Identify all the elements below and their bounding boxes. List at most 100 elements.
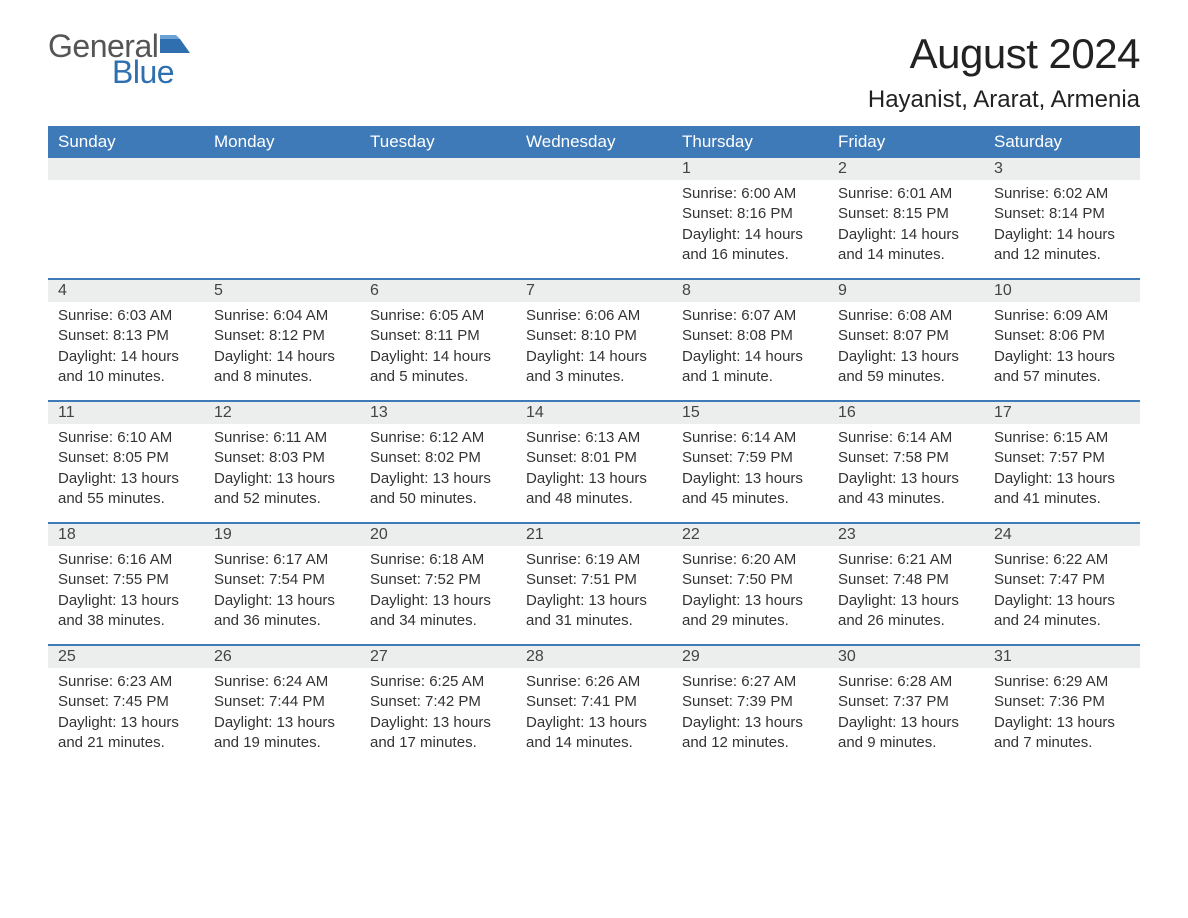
day-cell: 4Sunrise: 6:03 AMSunset: 8:13 PMDaylight… bbox=[48, 280, 204, 400]
day-cell: 24Sunrise: 6:22 AMSunset: 7:47 PMDayligh… bbox=[984, 524, 1140, 644]
day-number: 30 bbox=[828, 646, 984, 668]
field-value: 6:10 AM bbox=[117, 429, 172, 446]
field-value: 6:04 AM bbox=[273, 307, 328, 324]
field-value: 6:15 AM bbox=[1053, 429, 1108, 446]
field-label: Sunrise: bbox=[58, 307, 117, 324]
field-value: 6:11 AM bbox=[273, 429, 327, 446]
day-number: 20 bbox=[360, 524, 516, 546]
field-label: Sunrise: bbox=[58, 551, 117, 568]
field-label: Sunset: bbox=[994, 449, 1049, 466]
day-number bbox=[204, 158, 360, 180]
field-label: Sunrise: bbox=[994, 185, 1053, 202]
day-number: 29 bbox=[672, 646, 828, 668]
field-label: Daylight: bbox=[994, 714, 1057, 731]
field-value: 6:00 AM bbox=[741, 185, 796, 202]
weekday-header: Monday bbox=[204, 126, 360, 158]
week-row: 25Sunrise: 6:23 AMSunset: 7:45 PMDayligh… bbox=[48, 644, 1140, 766]
field-value: 7:42 PM bbox=[425, 693, 481, 710]
field-value: 8:13 PM bbox=[113, 327, 169, 344]
weekday-header: Saturday bbox=[984, 126, 1140, 158]
field-label: Sunrise: bbox=[214, 673, 273, 690]
field-value: 6:21 AM bbox=[897, 551, 952, 568]
field-label: Daylight: bbox=[838, 592, 901, 609]
field-label: Sunrise: bbox=[214, 429, 273, 446]
day-number: 1 bbox=[672, 158, 828, 180]
field-label: Sunset: bbox=[526, 327, 581, 344]
day-cell: 22Sunrise: 6:20 AMSunset: 7:50 PMDayligh… bbox=[672, 524, 828, 644]
day-cell: 25Sunrise: 6:23 AMSunset: 7:45 PMDayligh… bbox=[48, 646, 204, 766]
day-number: 26 bbox=[204, 646, 360, 668]
weekday-header: Thursday bbox=[672, 126, 828, 158]
field-label: Sunset: bbox=[682, 327, 737, 344]
day-body: Sunrise: 6:00 AMSunset: 8:16 PMDaylight:… bbox=[672, 180, 828, 277]
day-cell: 3Sunrise: 6:02 AMSunset: 8:14 PMDaylight… bbox=[984, 158, 1140, 278]
field-value: 8:07 PM bbox=[893, 327, 949, 344]
day-cell: 15Sunrise: 6:14 AMSunset: 7:59 PMDayligh… bbox=[672, 402, 828, 522]
day-number: 21 bbox=[516, 524, 672, 546]
field-label: Sunrise: bbox=[994, 307, 1053, 324]
week-row: 1Sunrise: 6:00 AMSunset: 8:16 PMDaylight… bbox=[48, 158, 1140, 278]
field-label: Sunrise: bbox=[526, 673, 585, 690]
field-value: 7:52 PM bbox=[425, 571, 481, 588]
field-label: Daylight: bbox=[526, 714, 589, 731]
day-cell: 10Sunrise: 6:09 AMSunset: 8:06 PMDayligh… bbox=[984, 280, 1140, 400]
field-value: 8:08 PM bbox=[737, 327, 793, 344]
field-value: 6:14 AM bbox=[897, 429, 952, 446]
day-body: Sunrise: 6:02 AMSunset: 8:14 PMDaylight:… bbox=[984, 180, 1140, 277]
field-label: Sunset: bbox=[58, 449, 113, 466]
field-label: Sunset: bbox=[58, 327, 113, 344]
field-label: Daylight: bbox=[526, 470, 589, 487]
day-number bbox=[516, 158, 672, 180]
field-label: Sunrise: bbox=[214, 551, 273, 568]
field-label: Daylight: bbox=[838, 226, 901, 243]
field-value: 6:24 AM bbox=[273, 673, 328, 690]
weekday-header: Friday bbox=[828, 126, 984, 158]
field-value: 6:27 AM bbox=[741, 673, 796, 690]
field-value: 6:06 AM bbox=[585, 307, 640, 324]
field-label: Sunset: bbox=[994, 693, 1049, 710]
field-label: Daylight: bbox=[370, 714, 433, 731]
field-value: 6:12 AM bbox=[429, 429, 484, 446]
field-label: Daylight: bbox=[58, 348, 121, 365]
day-body: Sunrise: 6:16 AMSunset: 7:55 PMDaylight:… bbox=[48, 546, 204, 643]
field-value: 6:22 AM bbox=[1053, 551, 1108, 568]
field-label: Sunset: bbox=[58, 693, 113, 710]
field-value: 7:37 PM bbox=[893, 693, 949, 710]
day-number: 23 bbox=[828, 524, 984, 546]
field-value: 8:15 PM bbox=[893, 205, 949, 222]
field-label: Sunrise: bbox=[370, 673, 429, 690]
field-label: Sunrise: bbox=[994, 551, 1053, 568]
day-cell: 27Sunrise: 6:25 AMSunset: 7:42 PMDayligh… bbox=[360, 646, 516, 766]
day-number: 25 bbox=[48, 646, 204, 668]
field-label: Daylight: bbox=[838, 470, 901, 487]
day-cell: 2Sunrise: 6:01 AMSunset: 8:15 PMDaylight… bbox=[828, 158, 984, 278]
day-number: 3 bbox=[984, 158, 1140, 180]
day-number: 28 bbox=[516, 646, 672, 668]
field-value: 6:25 AM bbox=[429, 673, 484, 690]
day-body: Sunrise: 6:03 AMSunset: 8:13 PMDaylight:… bbox=[48, 302, 204, 399]
field-value: 6:13 AM bbox=[585, 429, 640, 446]
day-cell: 20Sunrise: 6:18 AMSunset: 7:52 PMDayligh… bbox=[360, 524, 516, 644]
field-label: Sunset: bbox=[838, 449, 893, 466]
field-label: Sunrise: bbox=[370, 551, 429, 568]
field-label: Daylight: bbox=[58, 714, 121, 731]
field-label: Sunset: bbox=[370, 327, 425, 344]
field-label: Sunrise: bbox=[994, 673, 1053, 690]
field-label: Daylight: bbox=[682, 470, 745, 487]
field-label: Daylight: bbox=[994, 348, 1057, 365]
field-label: Daylight: bbox=[838, 348, 901, 365]
field-label: Sunrise: bbox=[370, 307, 429, 324]
day-number: 14 bbox=[516, 402, 672, 424]
day-body: Sunrise: 6:29 AMSunset: 7:36 PMDaylight:… bbox=[984, 668, 1140, 765]
day-cell: 12Sunrise: 6:11 AMSunset: 8:03 PMDayligh… bbox=[204, 402, 360, 522]
day-body: Sunrise: 6:10 AMSunset: 8:05 PMDaylight:… bbox=[48, 424, 204, 521]
field-label: Daylight: bbox=[682, 226, 745, 243]
field-label: Daylight: bbox=[526, 348, 589, 365]
field-label: Daylight: bbox=[838, 714, 901, 731]
day-cell: 26Sunrise: 6:24 AMSunset: 7:44 PMDayligh… bbox=[204, 646, 360, 766]
day-body: Sunrise: 6:07 AMSunset: 8:08 PMDaylight:… bbox=[672, 302, 828, 399]
logo: General Blue bbox=[48, 30, 190, 88]
day-body: Sunrise: 6:15 AMSunset: 7:57 PMDaylight:… bbox=[984, 424, 1140, 521]
day-cell: 14Sunrise: 6:13 AMSunset: 8:01 PMDayligh… bbox=[516, 402, 672, 522]
day-cell bbox=[516, 158, 672, 278]
